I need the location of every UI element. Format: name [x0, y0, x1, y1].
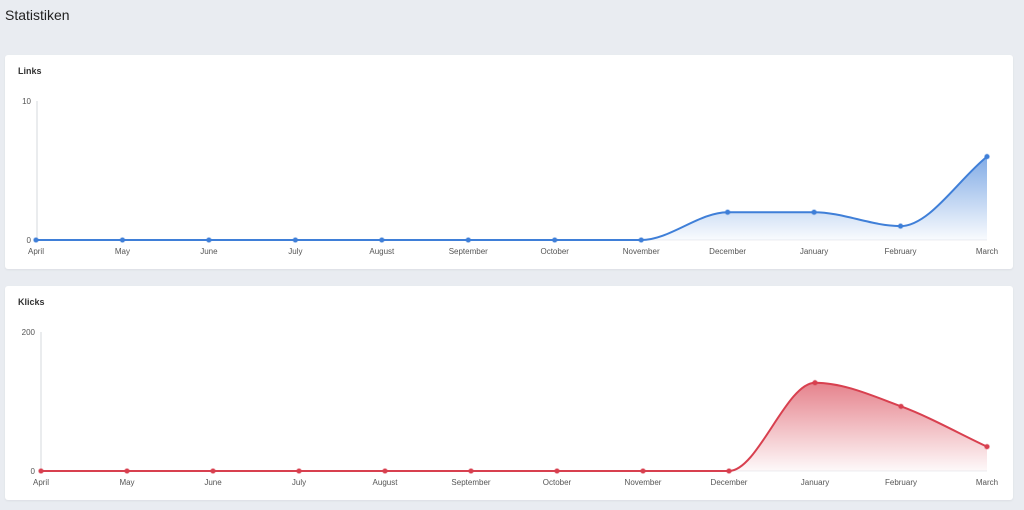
series-line [40, 381, 988, 472]
data-point[interactable] [811, 209, 818, 216]
data-point[interactable] [553, 467, 561, 475]
x-tick-label: August [373, 478, 399, 487]
data-point[interactable] [205, 236, 212, 244]
x-tick-label: September [449, 247, 488, 256]
x-tick-label: March [976, 247, 998, 256]
data-point[interactable] [292, 236, 299, 244]
x-tick-label: May [115, 247, 130, 256]
x-tick-label: January [801, 478, 829, 487]
x-tick-label: October [540, 247, 569, 256]
x-tick-label: November [623, 247, 660, 256]
data-point[interactable] [724, 209, 731, 216]
data-point[interactable] [123, 467, 131, 475]
x-tick-label: June [204, 478, 222, 487]
series-line [35, 155, 988, 242]
data-point[interactable] [811, 379, 819, 386]
x-tick-label: April [33, 478, 49, 487]
data-point[interactable] [897, 403, 905, 410]
x-tick-label: May [119, 478, 134, 487]
y-tick-label: 200 [22, 328, 36, 337]
links-chart-title: Links [18, 66, 42, 76]
data-point[interactable] [467, 467, 475, 475]
x-tick-label: July [292, 478, 306, 487]
data-point[interactable] [983, 443, 991, 450]
data-point[interactable] [551, 236, 558, 244]
data-point[interactable] [638, 236, 645, 244]
x-tick-label: December [709, 247, 746, 256]
data-point[interactable] [725, 467, 733, 475]
y-tick-label: 10 [22, 97, 31, 106]
x-tick-label: December [711, 478, 748, 487]
data-point[interactable] [983, 153, 991, 160]
data-point[interactable] [378, 236, 385, 244]
klicks-chart-title: Klicks [18, 297, 45, 307]
page-title: Statistiken [5, 7, 70, 23]
x-tick-label: February [885, 247, 917, 256]
data-point[interactable] [639, 467, 647, 475]
data-point[interactable] [209, 467, 217, 475]
y-tick-label: 0 [31, 467, 36, 476]
data-point[interactable] [897, 223, 904, 230]
series-area [41, 382, 987, 471]
x-tick-label: January [800, 247, 828, 256]
x-tick-label: August [369, 247, 395, 256]
klicks-chart-card: Klicks 0 200 April May June July August Septemb… [5, 286, 1013, 500]
x-tick-label: September [451, 478, 490, 487]
x-tick-label: October [543, 478, 572, 487]
x-tick-label: March [976, 478, 998, 487]
data-point[interactable] [37, 467, 45, 475]
series-area [36, 156, 987, 240]
links-chart-card: Links 0 10 April May June July August September… [5, 55, 1013, 269]
x-tick-label: July [288, 247, 302, 256]
data-point[interactable] [381, 467, 389, 475]
klicks-chart: 0 200 April May June July August September Octob… [22, 328, 998, 487]
data-point[interactable] [119, 236, 126, 244]
x-tick-label: November [625, 478, 662, 487]
data-point[interactable] [465, 236, 472, 244]
y-tick-label: 0 [27, 236, 32, 245]
data-point[interactable] [32, 236, 40, 244]
x-tick-label: April [28, 247, 44, 256]
x-tick-label: June [200, 247, 218, 256]
data-point[interactable] [295, 467, 303, 475]
links-chart: 0 10 April May June July August September Octobe… [22, 97, 998, 256]
x-tick-label: February [885, 478, 917, 487]
